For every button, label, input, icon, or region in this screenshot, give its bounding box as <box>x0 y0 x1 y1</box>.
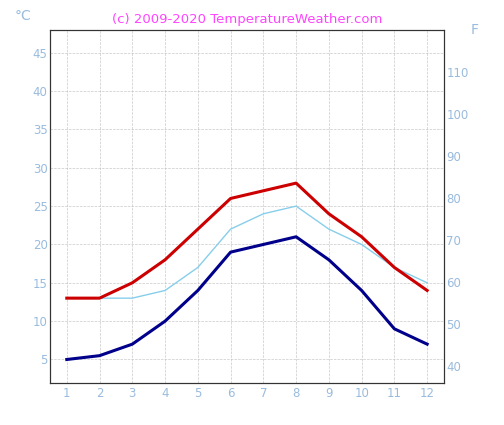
Title: (c) 2009-2020 TemperatureWeather.com: (c) 2009-2020 TemperatureWeather.com <box>112 13 382 26</box>
Y-axis label: F: F <box>471 23 479 37</box>
Y-axis label: °C: °C <box>15 8 31 23</box>
